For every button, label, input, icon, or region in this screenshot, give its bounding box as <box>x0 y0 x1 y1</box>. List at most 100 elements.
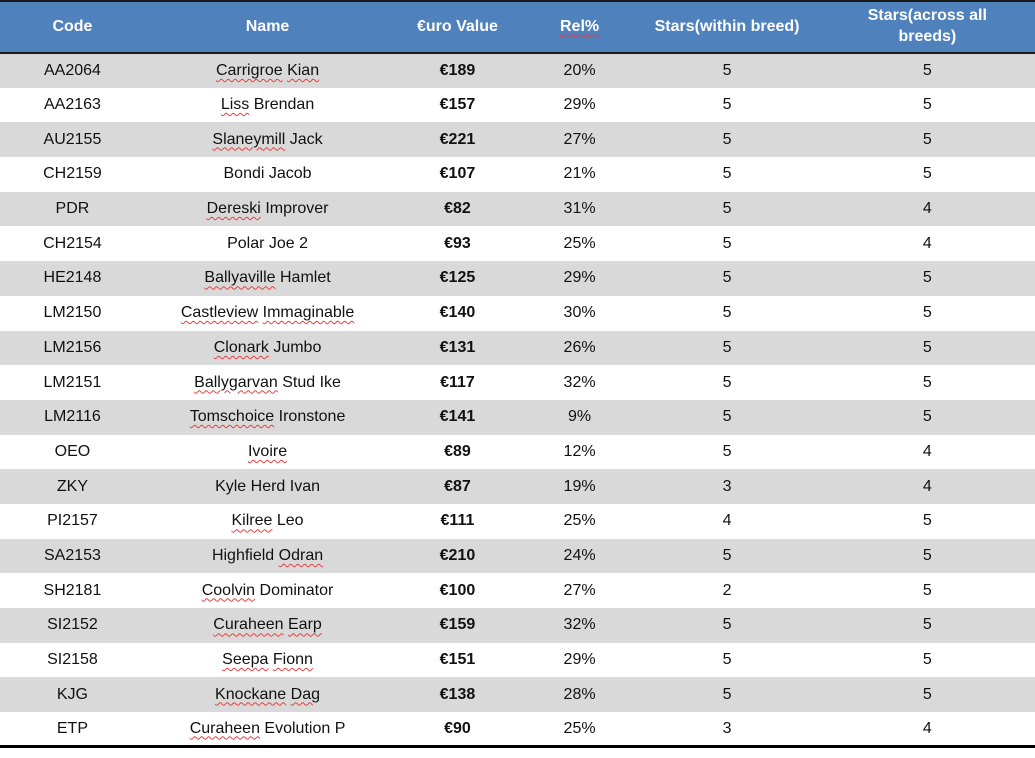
cell-name: Liss Brendan <box>144 87 391 123</box>
col-header-code: Code <box>0 1 145 54</box>
cell-stars_across: 4 <box>819 226 1035 262</box>
cell-name: Coolvin Dominator <box>144 573 391 608</box>
cell-rel: 24% <box>524 538 635 574</box>
cell-code: LM2156 <box>0 330 145 366</box>
misspelled-word: Ballygarvan <box>194 373 278 391</box>
cell-euro: €131 <box>390 330 525 366</box>
cell-name: Dereski Improver <box>144 191 391 227</box>
misspelled-word: Dag <box>290 685 321 703</box>
col-header-stars_across: Stars(across all breeds) <box>819 1 1035 54</box>
name-word: Brendan <box>253 96 315 114</box>
cell-rel: 29% <box>524 261 635 296</box>
table-row: LM2150 Castleview Immaginable €140 30% 5 5 <box>0 295 1035 331</box>
cell-code: ETP <box>0 712 145 747</box>
cell-stars_across: 5 <box>819 87 1035 123</box>
name-word: Evolution <box>264 719 331 737</box>
cell-name: Knockane Dag <box>144 677 391 713</box>
table-row: SI2158 Seepa Fionn €151 29% 5 5 <box>0 642 1035 678</box>
cell-stars_within: 5 <box>634 538 820 574</box>
cell-euro: €140 <box>390 295 525 331</box>
name-word: Ike <box>319 373 341 391</box>
name-word: Dominator <box>259 581 334 599</box>
cell-rel: 9% <box>524 399 635 435</box>
misspelled-word: Slaneymill <box>212 130 286 148</box>
cell-stars_within: 5 <box>634 434 820 470</box>
cell-stars_across: 4 <box>819 434 1035 470</box>
table-row: PDR Dereski Improver €82 31% 5 4 <box>0 191 1035 227</box>
name-word: Ironstone <box>278 408 346 426</box>
name-word: Stud <box>282 373 316 391</box>
cell-rel: 21% <box>524 157 635 192</box>
cell-euro: €89 <box>390 434 525 470</box>
cell-euro: €157 <box>390 87 525 123</box>
table-row: AA2163 Liss Brendan €157 29% 5 5 <box>0 87 1035 123</box>
cell-euro: €210 <box>390 538 525 574</box>
cell-name: Ballyaville Hamlet <box>144 261 391 296</box>
cell-stars_across: 4 <box>819 469 1035 504</box>
cell-euro: €90 <box>390 712 525 747</box>
cell-rel: 32% <box>524 365 635 400</box>
cell-name: Ivoire <box>144 434 391 470</box>
cell-stars_across: 5 <box>819 677 1035 713</box>
cell-stars_within: 5 <box>634 122 820 158</box>
cell-euro: €111 <box>390 503 525 539</box>
cell-name: Clonark Jumbo <box>144 330 391 366</box>
cell-name: Kyle Herd Ivan <box>144 469 391 504</box>
misspelled-word: Carrigroe <box>215 61 283 79</box>
cell-code: HE2148 <box>0 261 145 296</box>
col-header-name: Name <box>144 1 391 54</box>
cell-code: SI2158 <box>0 642 145 678</box>
table-row: LM2156 Clonark Jumbo €131 26% 5 5 <box>0 330 1035 366</box>
cell-stars_across: 5 <box>819 573 1035 608</box>
cell-name: Polar Joe 2 <box>144 226 391 262</box>
header-row: Code Name €uro Value Rel% Stars(within breed… <box>0 1 1035 54</box>
cell-code: CH2154 <box>0 226 145 262</box>
cell-stars_within: 3 <box>634 712 820 747</box>
cell-euro: €221 <box>390 122 525 158</box>
cell-stars_across: 4 <box>819 191 1035 227</box>
cell-code: LM2116 <box>0 399 145 435</box>
table-row: CH2154 Polar Joe 2 €93 25% 5 4 <box>0 226 1035 262</box>
misspelled-word: Fionn <box>272 651 313 669</box>
cell-name: Seepa Fionn <box>144 642 391 678</box>
misspelled-word: Castleview <box>180 304 259 322</box>
misspelled-word: Dereski <box>206 200 261 218</box>
cell-euro: €107 <box>390 157 525 192</box>
cell-name: Curaheen Earp <box>144 608 391 643</box>
misspelled-word: Earp <box>288 616 322 634</box>
name-word: Leo <box>276 512 304 530</box>
table-row: LM2116 Tomschoice Ironstone €141 9% 5 5 <box>0 399 1035 435</box>
name-word: Hamlet <box>279 269 331 287</box>
cell-stars_across: 5 <box>819 261 1035 296</box>
cell-euro: €151 <box>390 642 525 678</box>
misspelled-word: Tomschoice <box>189 408 275 426</box>
misspelled-word: Rel% <box>560 17 600 35</box>
cell-stars_across: 5 <box>819 365 1035 400</box>
cell-rel: 25% <box>524 503 635 539</box>
cell-stars_within: 5 <box>634 608 820 643</box>
name-word: Highfield <box>211 546 275 564</box>
cell-name: Castleview Immaginable <box>144 295 391 331</box>
cell-code: SA2153 <box>0 538 145 574</box>
cell-stars_within: 5 <box>634 261 820 296</box>
misspelled-word: Odran <box>278 546 324 564</box>
cell-stars_across: 5 <box>819 122 1035 158</box>
cell-code: LM2151 <box>0 365 145 400</box>
cell-stars_within: 4 <box>634 503 820 539</box>
cell-rel: 25% <box>524 712 635 747</box>
cell-stars_within: 5 <box>634 226 820 262</box>
cell-code: PDR <box>0 191 145 227</box>
cell-stars_across: 5 <box>819 642 1035 678</box>
cell-code: AU2155 <box>0 122 145 158</box>
cell-stars_across: 4 <box>819 712 1035 747</box>
cell-code: SI2152 <box>0 608 145 643</box>
misspelled-word: Liss <box>220 96 250 114</box>
misspelled-word: Curaheen <box>189 719 260 737</box>
table-row: LM2151 Ballygarvan Stud Ike €117 32% 5 5 <box>0 365 1035 400</box>
table-body: AA2064 Carrigroe Kian €189 20% 5 5 AA2163 Liss … <box>0 53 1035 747</box>
misspelled-word: Ballyaville <box>204 269 276 287</box>
table-row: OEO Ivoire €89 12% 5 4 <box>0 434 1035 470</box>
misspelled-word: Clonark <box>213 338 269 356</box>
cell-rel: 27% <box>524 122 635 158</box>
cell-euro: €117 <box>390 365 525 400</box>
